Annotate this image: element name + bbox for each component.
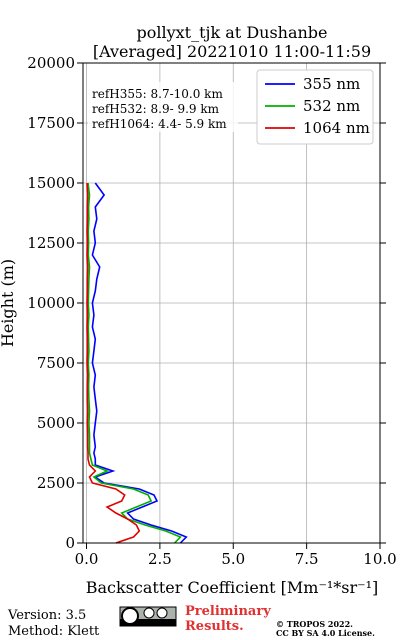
y-tick-label: 20000 [27, 54, 75, 72]
chart-title: pollyxt_tjk at Dushanbe [136, 23, 327, 42]
copyright: © TROPOS 2022. [276, 619, 353, 629]
annotation: refH355: 8.7-10.0 km [92, 87, 223, 101]
legend-label: 1064 nm [303, 119, 370, 137]
logo-band [120, 619, 176, 626]
annotation-box [88, 82, 238, 132]
x-tick-label: 5.0 [221, 550, 245, 568]
version: Version: 3.5 [7, 608, 86, 623]
preliminary-note: Preliminary [185, 604, 271, 619]
y-tick-label: 10000 [27, 294, 75, 312]
y-tick-label: 7500 [37, 354, 75, 372]
license-logo [119, 606, 177, 627]
plot-frame [82, 62, 381, 544]
logo-icon [143, 607, 155, 619]
logo-icon [156, 607, 168, 619]
annotation: refH1064: 4.4- 5.9 km [92, 117, 227, 131]
x-tick-label: 2.5 [148, 550, 172, 568]
legend-label: 355 nm [303, 75, 360, 93]
preliminary-note: Results. [185, 619, 244, 634]
annotation: refH532: 8.9- 9.9 km [92, 102, 220, 116]
y-tick-label: 5000 [37, 414, 75, 432]
method: Method: Klett [8, 624, 100, 639]
y-tick-label: 17500 [27, 114, 75, 132]
chart-title: [Averaged] 20221010 11:00-11:59 [93, 42, 371, 61]
y-tick-label: 0 [65, 534, 75, 552]
y-axis-label: Height (m) [0, 259, 17, 347]
profile-line [87, 182, 182, 544]
copyright: CC BY SA 4.0 License. [276, 628, 375, 638]
x-tick-label: 7.5 [295, 550, 319, 568]
profile-line [86, 182, 141, 544]
x-tick-label: 10.0 [363, 550, 396, 568]
legend-label: 532 nm [303, 97, 360, 115]
profile-line [91, 182, 188, 544]
y-tick-label: 2500 [37, 474, 75, 492]
x-tick-label: 0.0 [75, 550, 99, 568]
legend-box [256, 69, 374, 145]
x-axis-label: Backscatter Coefficient [Mm⁻¹*sr⁻¹] [86, 578, 379, 597]
y-tick-label: 12500 [27, 234, 75, 252]
y-tick-label: 15000 [27, 174, 75, 192]
logo-icon [121, 607, 139, 625]
